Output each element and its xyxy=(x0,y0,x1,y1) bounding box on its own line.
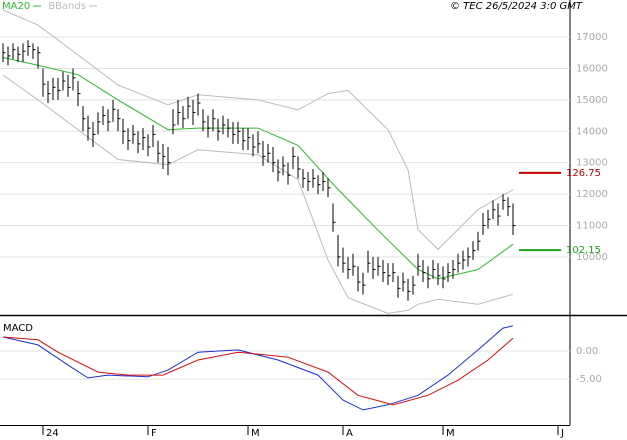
x-tick-label: A xyxy=(346,428,353,439)
x-tick-label: F xyxy=(151,428,157,439)
band-lower xyxy=(2,74,514,314)
moving-average xyxy=(2,57,514,280)
price-level-label: 102.15 xyxy=(566,245,601,256)
y-tick-label: 16000 xyxy=(576,63,608,74)
x-tick-label: M xyxy=(446,428,455,439)
macd-line xyxy=(2,336,514,406)
y-tick-label: 12000 xyxy=(576,189,608,200)
x-tick-label: M xyxy=(251,428,260,439)
copyright: © TEC 26/5/2024 3:0 GMT xyxy=(450,1,583,12)
x-tick-label: 24 xyxy=(46,428,59,439)
y-tick-label: 17000 xyxy=(576,32,608,43)
price-level-label: 126.75 xyxy=(566,168,601,179)
y-tick-label: -5.00 xyxy=(576,374,602,385)
macd-title: MACD xyxy=(3,323,33,334)
y-tick-label: 0.00 xyxy=(576,346,598,357)
y-tick-label: 14000 xyxy=(576,126,608,137)
legend-label: MA20 xyxy=(2,1,30,12)
x-tick-label: J xyxy=(560,428,564,439)
y-tick-label: 10000 xyxy=(576,252,608,263)
band-upper xyxy=(2,9,514,251)
legend-label: BBands xyxy=(48,1,86,12)
macd-line xyxy=(2,325,514,411)
y-tick-label: 13000 xyxy=(576,158,608,169)
y-tick-label: 15000 xyxy=(576,95,608,106)
y-tick-label: 11000 xyxy=(576,220,608,231)
